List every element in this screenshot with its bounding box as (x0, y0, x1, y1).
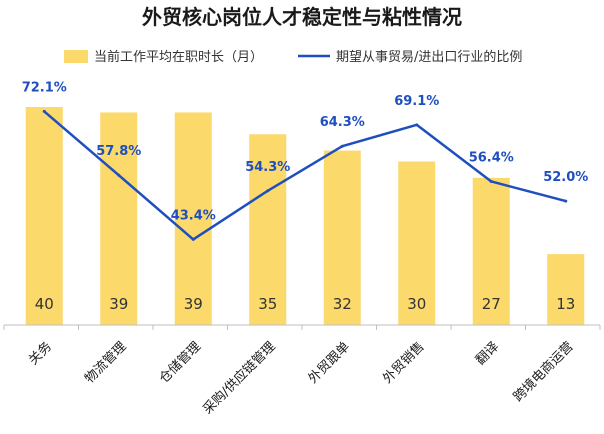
bar (174, 112, 212, 325)
bar-value-label: 27 (482, 295, 501, 313)
line-series: 72.1% 57.8% 43.4% 54.3% 64.3% 69.1% 56.4% 52.0% (22, 80, 588, 241)
chart-title: 外贸核心岗位人才稳定性与粘性情况 (142, 5, 462, 29)
line-point (489, 179, 493, 183)
legend-bar-swatch (64, 50, 88, 63)
bar-value-label: 40 (35, 295, 54, 313)
category-label: 翻译 (473, 339, 502, 368)
line-value-label: 52.0% (543, 170, 588, 185)
bar (100, 112, 138, 325)
bar (547, 254, 585, 325)
line-point (117, 173, 121, 177)
line-value-label: 69.1% (394, 94, 439, 109)
legend-line-label: 期望从事贸易/进出口行业的比例 (336, 49, 522, 65)
line-path (43, 110, 567, 241)
line-value-label: 72.1% (22, 80, 67, 95)
category-label: 仓储管理 (157, 339, 204, 386)
line-point (42, 109, 46, 113)
legend-bar-label: 当前工作平均在职时长（月） (94, 49, 263, 65)
line-point (340, 144, 344, 148)
line-value-label: 64.3% (320, 115, 365, 130)
bar-value-label: 35 (258, 295, 277, 313)
line-value-label: 54.3% (245, 160, 290, 175)
legend: 当前工作平均在职时长（月） 期望从事贸易/进出口行业的比例 (64, 49, 522, 65)
bar (25, 107, 63, 325)
category-label: 物流管理 (82, 339, 129, 386)
bar (398, 161, 436, 325)
bar (249, 134, 287, 325)
bar-value-label: 30 (407, 295, 426, 313)
line-value-label: 56.4% (469, 150, 514, 165)
bar-value-label: 39 (109, 295, 128, 313)
line-point (191, 237, 195, 241)
x-axis (3, 324, 601, 330)
line-value-label: 57.8% (96, 144, 141, 159)
line-value-label: 43.4% (171, 208, 216, 223)
line-point (415, 123, 419, 127)
bar-value-label: 39 (184, 295, 203, 313)
bar-value-label: 32 (333, 295, 352, 313)
category-label: 外贸跟单 (306, 339, 353, 386)
line-point (564, 199, 568, 203)
bar (323, 150, 361, 325)
category-label: 关务 (25, 339, 55, 369)
category-label: 跨境电商运营 (511, 339, 577, 405)
bar-series: 40 39 39 35 32 30 27 13 (25, 107, 585, 325)
bar-value-label: 13 (556, 295, 575, 313)
line-point (266, 189, 270, 193)
category-label: 采购/供应链管理 (200, 339, 279, 418)
category-label: 外贸销售 (379, 339, 427, 387)
bar (472, 177, 510, 325)
